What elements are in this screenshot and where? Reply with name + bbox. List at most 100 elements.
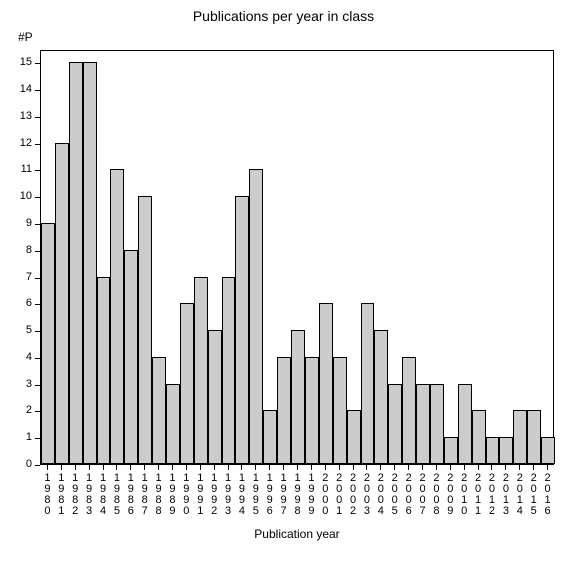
bar: [472, 410, 486, 464]
x-tick-label: 1983: [84, 473, 95, 517]
y-tick-label: 8: [10, 244, 32, 256]
x-tick: [75, 465, 76, 470]
x-tick: [353, 465, 354, 470]
x-tick: [144, 465, 145, 470]
bar: [180, 303, 194, 464]
bar: [166, 384, 180, 464]
y-tick: [35, 197, 40, 198]
x-axis-title: Publication year: [40, 527, 554, 541]
y-tick-label: 9: [10, 217, 32, 229]
bar: [361, 303, 375, 464]
y-tick-label: 0: [10, 458, 32, 470]
x-tick: [283, 465, 284, 470]
y-tick-label: 15: [10, 56, 32, 68]
x-tick: [436, 465, 437, 470]
bar: [83, 62, 97, 464]
x-tick-label: 1994: [236, 473, 247, 517]
bar: [152, 357, 166, 464]
bar: [291, 330, 305, 464]
y-tick-label: 1: [10, 431, 32, 443]
x-tick: [339, 465, 340, 470]
x-tick: [311, 465, 312, 470]
x-tick: [464, 465, 465, 470]
y-tick: [35, 438, 40, 439]
bar: [263, 410, 277, 464]
y-tick-label: 14: [10, 83, 32, 95]
x-tick: [505, 465, 506, 470]
y-tick: [35, 170, 40, 171]
bar: [527, 410, 541, 464]
y-tick: [35, 251, 40, 252]
y-tick-label: 6: [10, 297, 32, 309]
x-tick-label: 2014: [514, 473, 525, 517]
x-tick: [519, 465, 520, 470]
x-tick-label: 1993: [223, 473, 234, 517]
bar: [277, 357, 291, 464]
x-tick-label: 2009: [445, 473, 456, 517]
x-tick-label: 2002: [348, 473, 359, 517]
x-tick-label: 1982: [70, 473, 81, 517]
x-tick-label: 1992: [209, 473, 220, 517]
y-tick-label: 13: [10, 110, 32, 122]
x-tick-label: 2015: [528, 473, 539, 517]
x-tick: [450, 465, 451, 470]
bar: [97, 277, 111, 464]
x-tick-label: 1998: [292, 473, 303, 517]
y-tick-label: 7: [10, 271, 32, 283]
bar: [347, 410, 361, 464]
x-tick: [103, 465, 104, 470]
bar: [388, 384, 402, 464]
x-tick: [116, 465, 117, 470]
bar: [333, 357, 347, 464]
plot-area: [40, 50, 554, 465]
x-tick-label: 1985: [111, 473, 122, 517]
x-tick: [380, 465, 381, 470]
x-tick-label: 2004: [375, 473, 386, 517]
bar: [110, 169, 124, 464]
y-tick: [35, 411, 40, 412]
x-tick-label: 1995: [250, 473, 261, 517]
x-tick: [158, 465, 159, 470]
x-tick-label: 2003: [361, 473, 372, 517]
x-tick: [172, 465, 173, 470]
y-tick: [35, 117, 40, 118]
y-tick-label: 12: [10, 137, 32, 149]
y-tick-label: 4: [10, 351, 32, 363]
bar: [444, 437, 458, 464]
x-tick-label: 1997: [278, 473, 289, 517]
x-tick-label: 1984: [98, 473, 109, 517]
chart-title: Publications per year in class: [0, 8, 567, 24]
x-tick-label: 2006: [403, 473, 414, 517]
x-tick: [269, 465, 270, 470]
x-tick: [130, 465, 131, 470]
y-tick: [35, 331, 40, 332]
bar: [208, 330, 222, 464]
y-tick: [35, 465, 40, 466]
x-tick-label: 2000: [320, 473, 331, 517]
bar: [374, 330, 388, 464]
x-tick: [491, 465, 492, 470]
bar: [249, 169, 263, 464]
y-tick-label: 11: [10, 163, 32, 175]
y-tick: [35, 385, 40, 386]
x-tick: [61, 465, 62, 470]
bar: [430, 384, 444, 464]
bar: [499, 437, 513, 464]
x-tick-label: 2005: [389, 473, 400, 517]
y-tick-label: 2: [10, 404, 32, 416]
x-tick: [214, 465, 215, 470]
x-tick: [186, 465, 187, 470]
x-tick-label: 1987: [139, 473, 150, 517]
bar: [319, 303, 333, 464]
x-tick-label: 2007: [417, 473, 428, 517]
bar: [513, 410, 527, 464]
y-tick: [35, 63, 40, 64]
y-axis-title: #P: [18, 30, 33, 44]
bar: [458, 384, 472, 464]
y-tick-label: 3: [10, 378, 32, 390]
x-tick-label: 2013: [500, 473, 511, 517]
bar: [235, 196, 249, 464]
x-tick-label: 2010: [459, 473, 470, 517]
x-tick-label: 1981: [56, 473, 67, 517]
bar: [305, 357, 319, 464]
